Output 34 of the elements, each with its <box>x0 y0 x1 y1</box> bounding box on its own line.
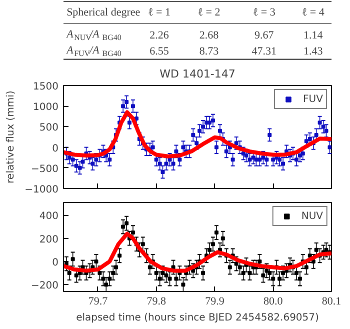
x-tick-label: 79.8 <box>146 296 166 308</box>
text: 1.14 <box>304 30 324 42</box>
text: 47.31 <box>252 46 276 58</box>
chart-title: WD 1401-147 <box>160 68 236 80</box>
text: ℓ = 1 <box>148 6 170 18</box>
y-tick-label: 1000 <box>33 102 59 114</box>
text: 1.43 <box>304 46 324 58</box>
legend-label: NUV <box>301 210 323 222</box>
x-tick-label: 79.7 <box>88 296 108 308</box>
x-axis-title: elapsed time (hours since BJED 2454582.69057) <box>76 312 320 324</box>
text: 2.26 <box>150 30 170 42</box>
text: 2.68 <box>199 30 220 42</box>
y-axis-title: relative flux (mmi) <box>6 90 17 184</box>
text: 9.67 <box>254 30 274 42</box>
y-tick-label: 0 <box>52 257 59 268</box>
x-tick-label: 80.0 <box>263 296 284 308</box>
legend-label: FUV <box>303 94 323 104</box>
y-tick-label: 400 <box>39 211 59 222</box>
y-tick-label: −1000 <box>24 184 58 196</box>
y-tick-label: −200 <box>31 280 59 292</box>
text: ℓ = 2 <box>198 6 220 18</box>
text: 6.55 <box>150 46 170 58</box>
text: Spherical degree <box>66 6 140 18</box>
y-tick-label: 0 <box>52 143 59 154</box>
line-series <box>64 110 332 158</box>
text: ℓ = 4 <box>302 6 325 18</box>
y-tick-label: 1500 <box>33 82 59 92</box>
x-tick-label: 80.1 <box>322 296 342 308</box>
text: ℓ = 3 <box>252 6 276 18</box>
y-tick-label: 200 <box>39 234 59 246</box>
y-tick-label: 500 <box>39 122 59 134</box>
x-tick-label: 79.9 <box>205 296 225 308</box>
text: 8.73 <box>199 46 220 58</box>
y-tick-label: −500 <box>31 164 59 175</box>
